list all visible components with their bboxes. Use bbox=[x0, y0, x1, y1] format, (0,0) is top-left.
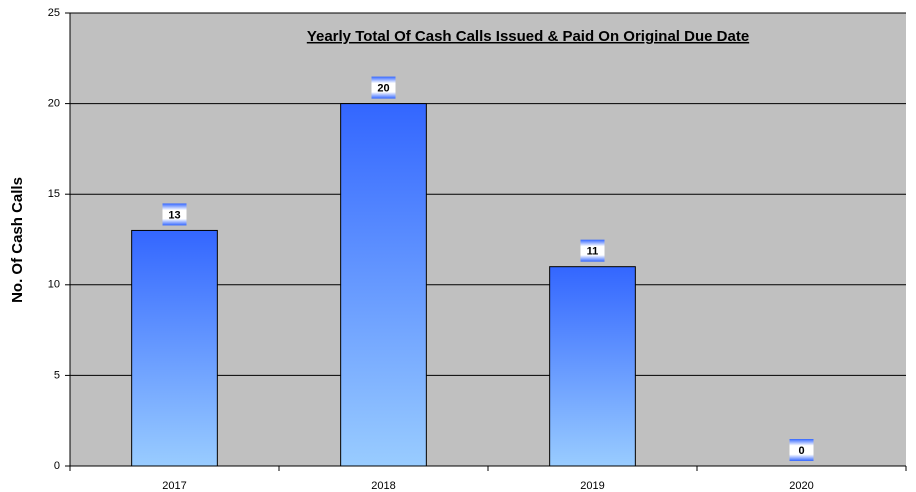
value-label-box bbox=[580, 239, 605, 262]
value-label-box bbox=[162, 203, 187, 226]
value-label-box bbox=[789, 439, 814, 461]
x-tick-label: 2018 bbox=[371, 480, 395, 492]
value-label-box bbox=[371, 76, 396, 99]
value-label: 11 bbox=[587, 246, 599, 258]
y-tick-label: 0 bbox=[54, 460, 60, 472]
y-tick-label: 20 bbox=[48, 98, 60, 110]
value-label: 13 bbox=[168, 209, 180, 221]
y-axis-label: No. Of Cash Calls bbox=[9, 177, 26, 303]
bar bbox=[340, 103, 427, 467]
x-tick-label: 2019 bbox=[580, 480, 604, 492]
chart-title: Yearly Total Of Cash Calls Issued & Paid… bbox=[307, 28, 749, 45]
bar bbox=[549, 266, 636, 467]
y-tick-label: 5 bbox=[54, 369, 60, 381]
y-tick-label: 10 bbox=[48, 279, 60, 291]
value-label: 0 bbox=[798, 445, 804, 457]
y-tick-label: 25 bbox=[48, 7, 60, 19]
bar bbox=[131, 229, 218, 467]
value-label: 20 bbox=[377, 83, 389, 95]
x-tick-label: 2020 bbox=[789, 480, 813, 492]
x-tick-label: 2017 bbox=[162, 480, 186, 492]
y-tick-label: 15 bbox=[48, 188, 60, 200]
